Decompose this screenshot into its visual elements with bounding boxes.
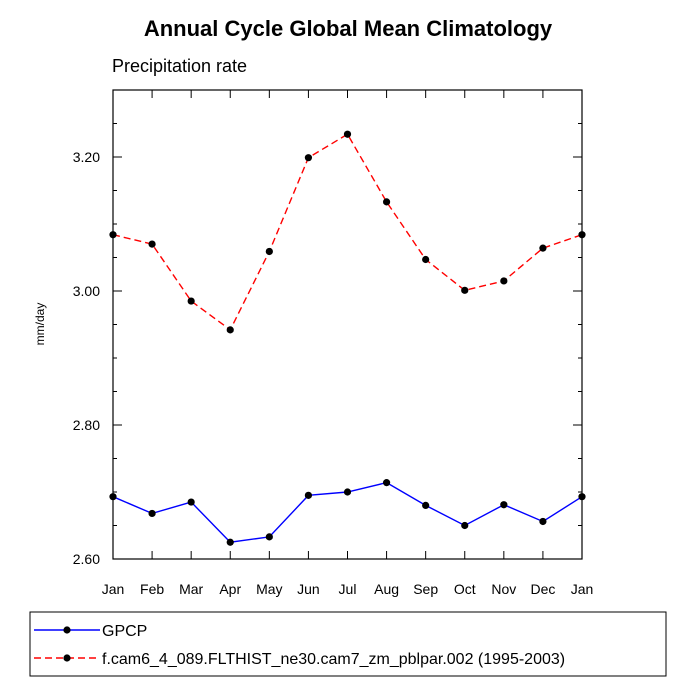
data-point xyxy=(422,255,430,264)
data-point xyxy=(578,231,586,239)
data-point xyxy=(422,501,430,509)
data-point xyxy=(539,517,547,526)
x-tick-label: Feb xyxy=(140,581,164,597)
y-tick-label: 3.00 xyxy=(73,283,100,299)
chart-subtitle: Precipitation rate xyxy=(112,56,247,76)
x-tick-label: Mar xyxy=(179,581,203,597)
series-line-1 xyxy=(112,133,583,331)
data-point xyxy=(343,488,352,496)
data-point xyxy=(500,501,508,509)
legend: GPCP f.cam6_4_089.FLTHIST_ne30.cam7_zm_pb… xyxy=(34,623,565,668)
data-point xyxy=(578,493,586,501)
data-point xyxy=(187,297,195,305)
x-tick-label: Nov xyxy=(491,581,516,597)
data-point xyxy=(109,493,117,501)
x-tick-label: Oct xyxy=(454,581,476,597)
legend-box xyxy=(29,611,667,677)
data-point xyxy=(461,286,469,294)
x-tick-label: Jul xyxy=(339,581,357,597)
chart-title: Annual Cycle Global Mean Climatology xyxy=(144,16,553,41)
x-tick-label: Jan xyxy=(102,581,125,597)
x-tick-label: Aug xyxy=(374,581,399,597)
data-point xyxy=(461,521,469,530)
data-point xyxy=(539,244,547,252)
axis-ticks: Jan Feb Mar Apr May Jun Jul Aug Sep Oct Nov Dec Jan2… xyxy=(73,89,594,597)
x-tick-label: Jun xyxy=(297,581,320,597)
data-point xyxy=(382,198,391,206)
data-point xyxy=(500,277,508,285)
series-group xyxy=(109,130,586,546)
legend-label-0: GPCP xyxy=(102,623,147,640)
data-point xyxy=(109,231,117,239)
legend-marker-0 xyxy=(63,626,71,634)
x-tick-label: Jan xyxy=(571,581,594,597)
data-point xyxy=(226,538,234,546)
data-point xyxy=(382,479,391,487)
data-point xyxy=(148,509,156,518)
data-point xyxy=(148,240,156,248)
y-axis-label: mm/day xyxy=(33,303,47,346)
x-tick-label: May xyxy=(256,581,282,597)
y-tick-label: 2.60 xyxy=(73,551,100,567)
data-point xyxy=(187,498,195,506)
y-tick-label: 2.80 xyxy=(73,417,100,433)
x-tick-label: Apr xyxy=(219,581,241,597)
data-point xyxy=(265,533,273,541)
legend-marker-1 xyxy=(63,654,71,662)
data-point xyxy=(343,130,352,138)
data-point xyxy=(304,154,313,162)
data-point xyxy=(265,247,273,256)
x-tick-label: Sep xyxy=(413,581,438,597)
data-point xyxy=(304,491,313,499)
y-tick-label: 3.20 xyxy=(73,149,100,165)
legend-label-1: f.cam6_4_089.FLTHIST_ne30.cam7_zm_pblpar… xyxy=(102,651,565,668)
x-tick-label: Dec xyxy=(530,581,555,597)
data-point xyxy=(226,326,234,334)
